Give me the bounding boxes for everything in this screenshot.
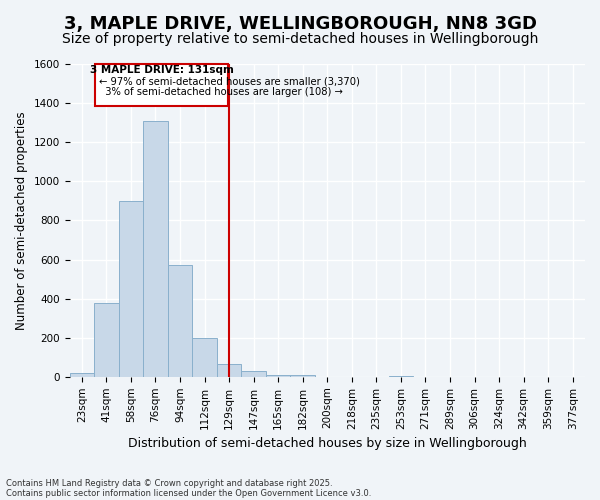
Text: Contains HM Land Registry data © Crown copyright and database right 2025.: Contains HM Land Registry data © Crown c… — [6, 478, 332, 488]
Text: 3, MAPLE DRIVE, WELLINGBOROUGH, NN8 3GD: 3, MAPLE DRIVE, WELLINGBOROUGH, NN8 3GD — [64, 15, 536, 33]
Bar — [241, 371, 266, 377]
Bar — [217, 364, 241, 377]
Bar — [70, 373, 94, 377]
Bar — [94, 302, 119, 377]
FancyBboxPatch shape — [95, 64, 228, 106]
Bar — [389, 376, 413, 377]
Bar — [119, 201, 143, 377]
Y-axis label: Number of semi-detached properties: Number of semi-detached properties — [15, 111, 28, 330]
X-axis label: Distribution of semi-detached houses by size in Wellingborough: Distribution of semi-detached houses by … — [128, 437, 527, 450]
Text: Size of property relative to semi-detached houses in Wellingborough: Size of property relative to semi-detach… — [62, 32, 538, 46]
Bar — [192, 338, 217, 377]
Text: Contains public sector information licensed under the Open Government Licence v3: Contains public sector information licen… — [6, 488, 371, 498]
Text: 3% of semi-detached houses are larger (108) →: 3% of semi-detached houses are larger (1… — [99, 88, 343, 98]
Text: 3 MAPLE DRIVE: 131sqm: 3 MAPLE DRIVE: 131sqm — [89, 66, 233, 76]
Bar — [143, 120, 168, 377]
Text: ← 97% of semi-detached houses are smaller (3,370): ← 97% of semi-detached houses are smalle… — [99, 76, 360, 86]
Bar — [168, 266, 192, 377]
Bar — [266, 375, 290, 377]
Bar — [290, 375, 315, 377]
